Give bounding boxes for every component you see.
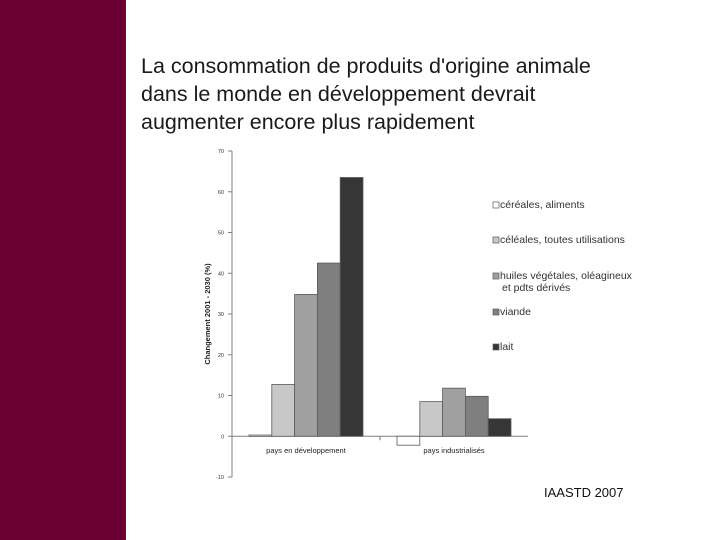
- bar-0-3: [316, 262, 341, 437]
- y-tick-label: 0: [221, 434, 224, 440]
- y-tick-label: 30: [218, 312, 224, 318]
- y-tick-label: 20: [218, 353, 224, 359]
- bar-0-4: [339, 177, 364, 437]
- title-line-3: augmenter encore plus rapidement: [141, 110, 475, 134]
- y-tick-label: -10: [216, 475, 224, 481]
- bar-1-0: [396, 435, 421, 446]
- bar-0-2: [294, 294, 318, 437]
- legend-label: lait: [500, 341, 514, 353]
- legend-label: céréales, aliments: [500, 199, 585, 211]
- bar-1-2: [442, 387, 466, 437]
- title-line-1: La consommation de produits d'origine an…: [141, 54, 591, 78]
- bar-0-1: [271, 384, 295, 437]
- x-category-label: pays industrialisés: [423, 446, 485, 455]
- legend-swatch-3: [492, 308, 500, 316]
- legend-label-continued: et pdts dérivés: [502, 282, 570, 294]
- y-tick-label: 70: [218, 149, 224, 155]
- legend-swatch-0: [492, 201, 500, 209]
- side-bar: [0, 0, 126, 540]
- y-tick-label: 40: [218, 271, 224, 277]
- bar-1-1: [419, 401, 443, 437]
- bar-1-3: [464, 395, 489, 437]
- legend-swatch-1: [492, 236, 500, 244]
- legend-label: huiles végétales, oléagineux: [500, 270, 633, 282]
- source-credit: IAASTD 2007: [544, 485, 624, 500]
- legend-label: viande: [500, 306, 531, 318]
- y-tick-label: 50: [218, 231, 224, 237]
- title-line-2: dans le monde en développement devrait: [141, 82, 536, 106]
- y-axis-title: Changement 2001 - 2030 (%): [203, 263, 212, 365]
- legend-label: céléales, toutes utilisations: [500, 234, 625, 246]
- bar-0-0: [248, 434, 273, 437]
- legend-swatch-4: [492, 343, 500, 351]
- slide-title: La consommation de produits d'origine an…: [141, 52, 701, 136]
- x-category-label: pays en développement: [266, 446, 347, 455]
- y-tick-label: 60: [218, 190, 224, 196]
- y-tick-label: 10: [218, 394, 224, 400]
- legend-swatch-2: [492, 272, 500, 280]
- bar-1-4: [487, 418, 512, 437]
